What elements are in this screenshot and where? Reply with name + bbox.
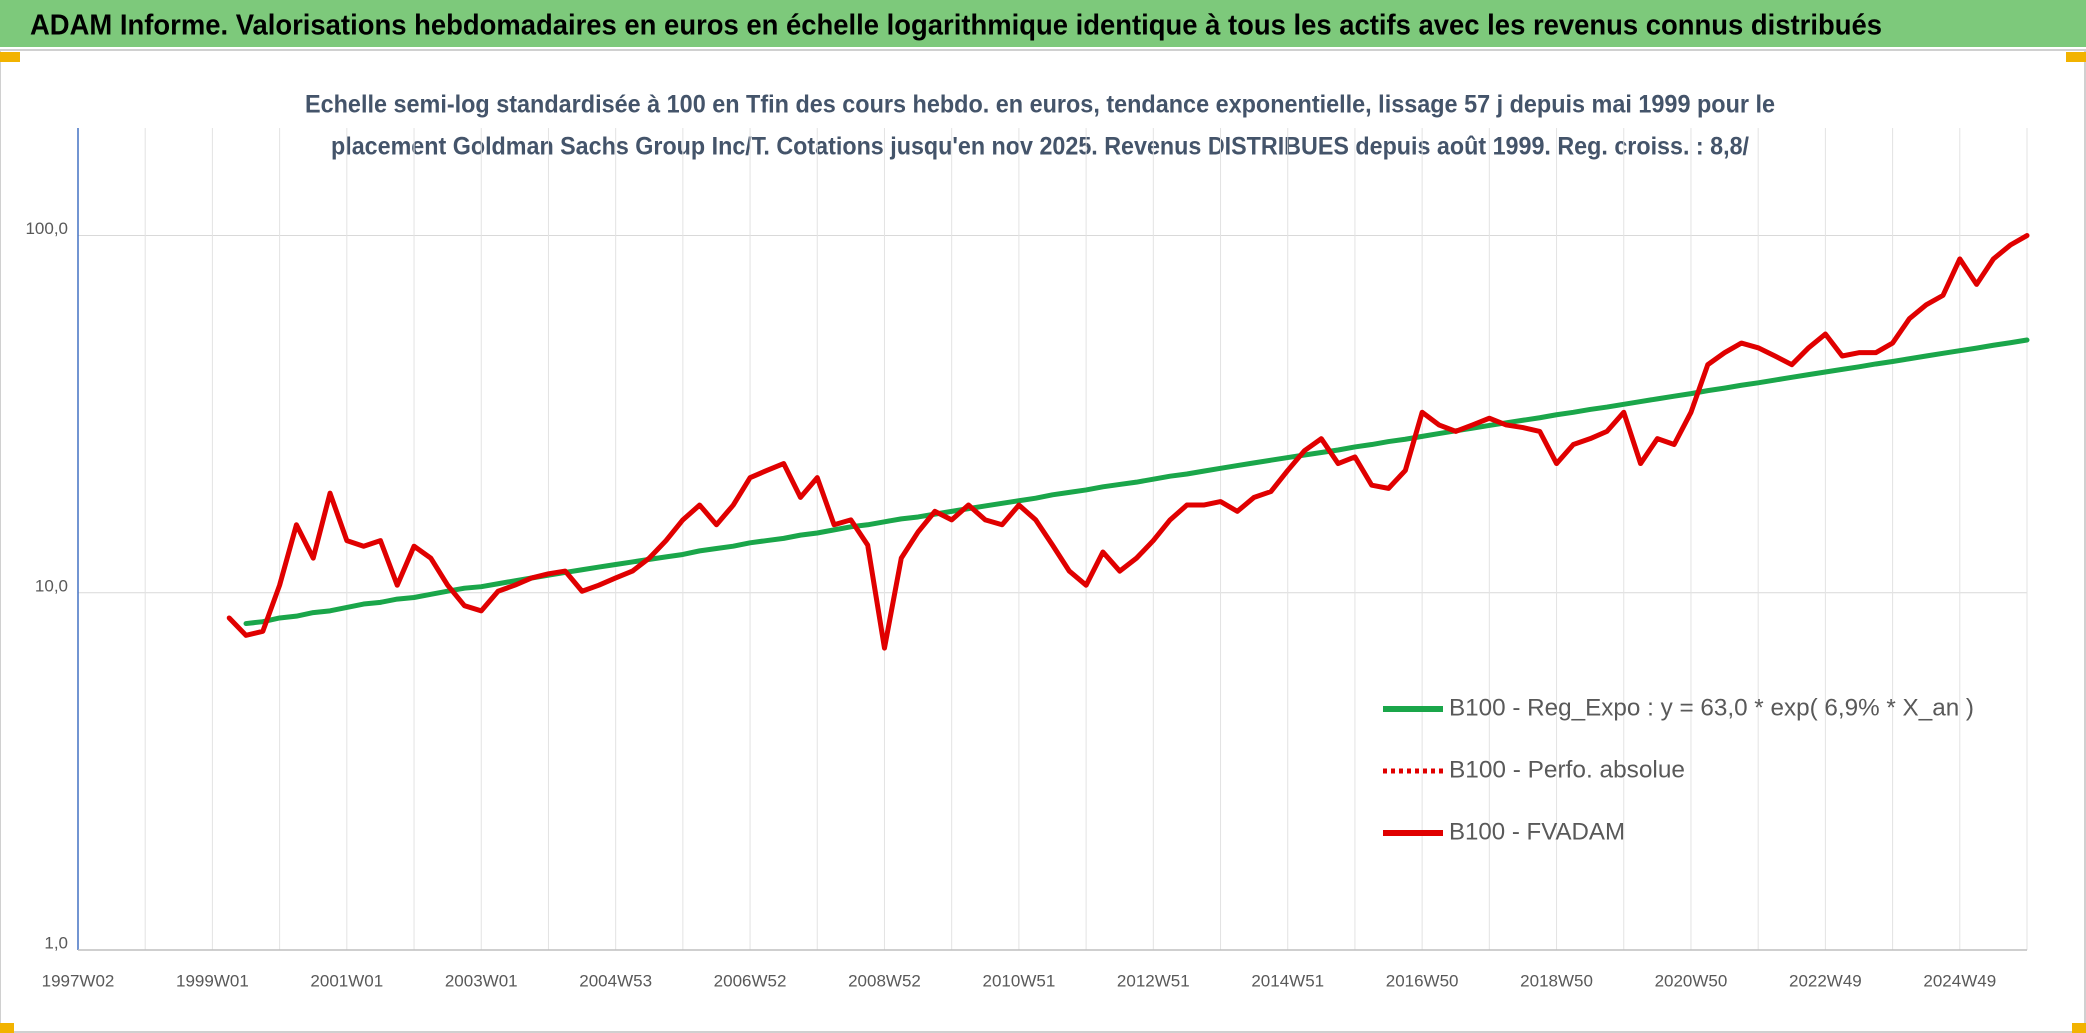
x-tick-label: 1997W02 [42, 971, 115, 990]
x-tick-label: 2012W51 [1117, 971, 1190, 990]
series-line [226, 233, 2030, 651]
grid [77, 128, 2028, 951]
legend-label: B100 - FVADAM [1449, 818, 1625, 845]
x-tick-label: 2018W50 [1520, 971, 1593, 990]
y-tick-label: 1,0 [44, 933, 68, 952]
chart-subtitle: Echelle semi-log standardisée à 100 en T… [305, 91, 1775, 119]
x-tick-label: 2006W52 [714, 971, 787, 990]
x-tick-label: 2014W51 [1251, 971, 1324, 990]
y-tick-label: 100,0 [25, 219, 68, 238]
x-tick-label: 2008W52 [848, 971, 921, 990]
x-tick-label: 2016W50 [1386, 971, 1459, 990]
legend-label: B100 - Reg_Expo : y = 63,0 * exp( 6,9% *… [1449, 694, 1974, 721]
x-tick-label: 2010W51 [983, 971, 1056, 990]
plot [226, 233, 2030, 651]
chart-title: ADAM Informe. Valorisations hebdomadaire… [30, 10, 1882, 42]
chart-subtitle: placement Goldman Sachs Group Inc/T. Cot… [331, 133, 1749, 161]
corner-mark [2072, 1023, 2086, 1033]
header-bar [0, 0, 2086, 47]
x-tick-label: 2020W50 [1655, 971, 1728, 990]
x-tick-label: 2024W49 [1923, 971, 1996, 990]
chart-frame [0, 49, 2086, 1033]
legend: B100 - Reg_Expo : y = 63,0 * exp( 6,9% *… [1383, 694, 1974, 845]
x-tick-label: 2003W01 [445, 971, 518, 990]
corner-mark [2066, 52, 2086, 62]
x-tick-label: 1999W01 [176, 971, 249, 990]
legend-label: B100 - Perfo. absolue [1449, 756, 1685, 783]
x-tick-label: 2022W49 [1789, 971, 1862, 990]
x-tick-label: 2004W53 [579, 971, 652, 990]
corner-mark [0, 1023, 14, 1033]
y-tick-label: 10,0 [35, 576, 68, 595]
x-tick-label: 2001W01 [310, 971, 383, 990]
corner-mark [0, 52, 20, 62]
